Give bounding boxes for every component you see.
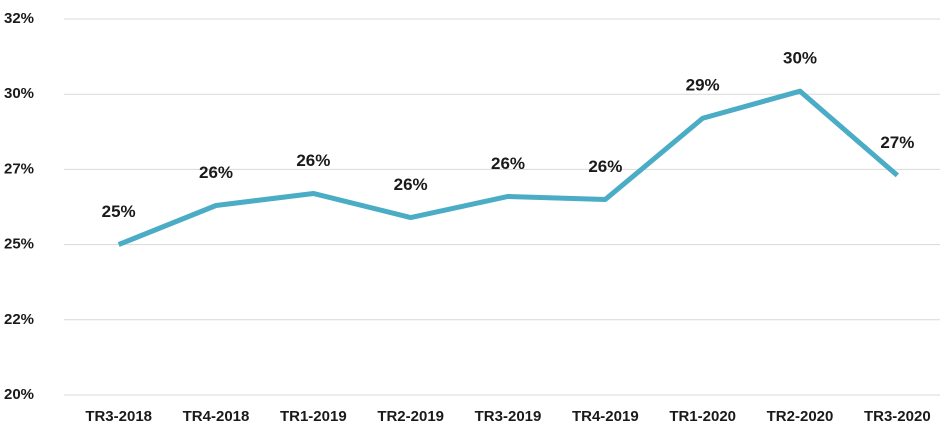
data-label: 29%: [686, 76, 720, 95]
x-tick-label: TR2-2019: [377, 408, 444, 425]
data-label: 25%: [102, 202, 136, 221]
x-tick-label: TR4-2018: [183, 408, 250, 425]
data-label: 26%: [199, 163, 233, 182]
x-tick-label: TR2-2020: [767, 408, 834, 425]
data-label: 26%: [296, 151, 330, 170]
y-tick-label: 22%: [4, 311, 34, 328]
x-tick-label: TR1-2020: [669, 408, 736, 425]
x-tick-label: TR3-2019: [475, 408, 542, 425]
data-label: 26%: [491, 154, 525, 173]
data-label: 27%: [880, 133, 914, 152]
x-tick-label: TR4-2019: [572, 408, 639, 425]
data-label: 26%: [588, 157, 622, 176]
y-tick-label: 30%: [4, 85, 34, 102]
y-tick-label: 20%: [4, 386, 34, 403]
y-tick-label: 27%: [4, 160, 34, 177]
data-label: 30%: [783, 49, 817, 68]
y-tick-label: 32%: [4, 10, 34, 27]
x-tick-label: TR1-2019: [280, 408, 347, 425]
line-series: [117, 88, 899, 247]
x-tick-label: TR3-2018: [85, 408, 152, 425]
y-tick-label: 25%: [4, 236, 34, 253]
data-label: 26%: [394, 175, 428, 194]
x-tick-label: TR3-2020: [864, 408, 931, 425]
